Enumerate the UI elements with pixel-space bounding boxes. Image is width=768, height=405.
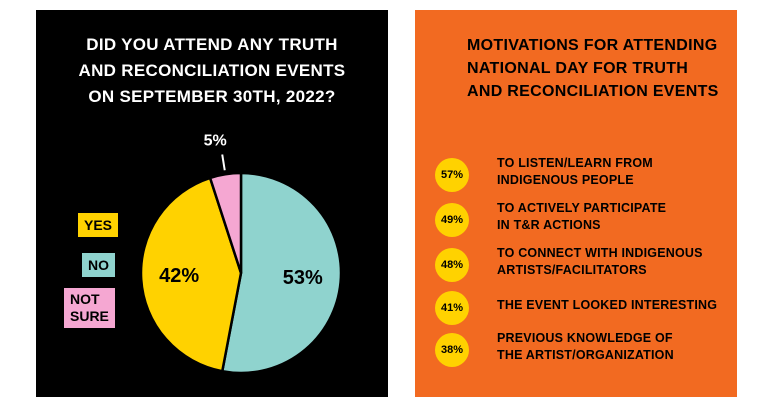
motivation-item: 49% TO ACTIVELY PARTICIPATE IN T&R ACTIO…	[435, 200, 735, 240]
attendance-pie-chart: 53% 42% 5%	[139, 133, 343, 375]
percent-badge: 57%	[435, 158, 469, 192]
motivations-title-line-2: NATIONAL DAY FOR TRUTH	[467, 60, 689, 77]
motivations-title-line-3: AND RECONCILIATION EVENTS	[467, 83, 719, 100]
legend-no: NO	[82, 253, 115, 277]
pie-label-yes: 42%	[159, 265, 199, 287]
attendance-chart-title: DID YOU ATTEND ANY TRUTH AND RECONCILIAT…	[36, 32, 388, 110]
motivation-text: PREVIOUS KNOWLEDGE OF THE ARTIST/ORGANIZ…	[497, 330, 737, 364]
motivation-line-1: TO ACTIVELY PARTICIPATE	[497, 201, 667, 215]
pie-slice-yes	[139, 176, 243, 373]
motivation-text: THE EVENT LOOKED INTERESTING	[497, 297, 737, 314]
motivation-line-2: IN T&R ACTIONS	[497, 218, 601, 232]
motivation-item: 48% TO CONNECT WITH INDIGENOUS ARTISTS/F…	[435, 245, 735, 285]
motivation-item: 38% PREVIOUS KNOWLEDGE OF THE ARTIST/ORG…	[435, 330, 735, 370]
motivation-item: 41% THE EVENT LOOKED INTERESTING	[435, 288, 735, 328]
pie-slice-no	[220, 171, 343, 375]
percent-badge: 48%	[435, 248, 469, 282]
attendance-panel: DID YOU ATTEND ANY TRUTH AND RECONCILIAT…	[36, 10, 388, 397]
motivation-line-1: TO CONNECT WITH INDIGENOUS	[497, 246, 703, 260]
pie-leader-line-not-sure	[221, 154, 226, 171]
legend-yes: YES	[78, 213, 119, 237]
motivations-panel: MOTIVATIONS FOR ATTENDING NATIONAL DAY F…	[415, 10, 737, 397]
percent-badge: 41%	[435, 291, 469, 325]
motivation-text: TO CONNECT WITH INDIGENOUS ARTISTS/FACIL…	[497, 245, 737, 279]
motivation-text: TO ACTIVELY PARTICIPATE IN T&R ACTIONS	[497, 200, 737, 234]
pie-label-not-sure: 5%	[204, 133, 227, 150]
motivation-line-1: TO LISTEN/LEARN FROM	[497, 156, 653, 170]
motivation-line-2: THE ARTIST/ORGANIZATION	[497, 348, 674, 362]
motivation-line-2: INDIGENOUS PEOPLE	[497, 173, 634, 187]
pie-slice-not-sure	[208, 171, 243, 274]
motivations-title-line-1: MOTIVATIONS FOR ATTENDING	[467, 37, 718, 54]
motivation-text: TO LISTEN/LEARN FROM INDIGENOUS PEOPLE	[497, 155, 737, 189]
attendance-title-line-3: ON SEPTEMBER 30TH, 2022?	[88, 87, 336, 106]
motivations-title: MOTIVATIONS FOR ATTENDING NATIONAL DAY F…	[467, 34, 719, 103]
legend-not-sure: NOT SURE	[64, 288, 115, 328]
motivation-item: 57% TO LISTEN/LEARN FROM INDIGENOUS PEOP…	[435, 155, 735, 195]
percent-badge: 38%	[435, 333, 469, 367]
motivation-line-1: PREVIOUS KNOWLEDGE OF	[497, 331, 673, 345]
motivation-line-1: THE EVENT LOOKED INTERESTING	[497, 298, 718, 312]
attendance-title-line-2: AND RECONCILIATION EVENTS	[78, 61, 346, 80]
motivation-line-2: ARTISTS/FACILITATORS	[497, 263, 647, 277]
attendance-title-line-1: DID YOU ATTEND ANY TRUTH	[86, 35, 338, 54]
percent-badge: 49%	[435, 203, 469, 237]
pie-label-no: 53%	[283, 267, 323, 289]
